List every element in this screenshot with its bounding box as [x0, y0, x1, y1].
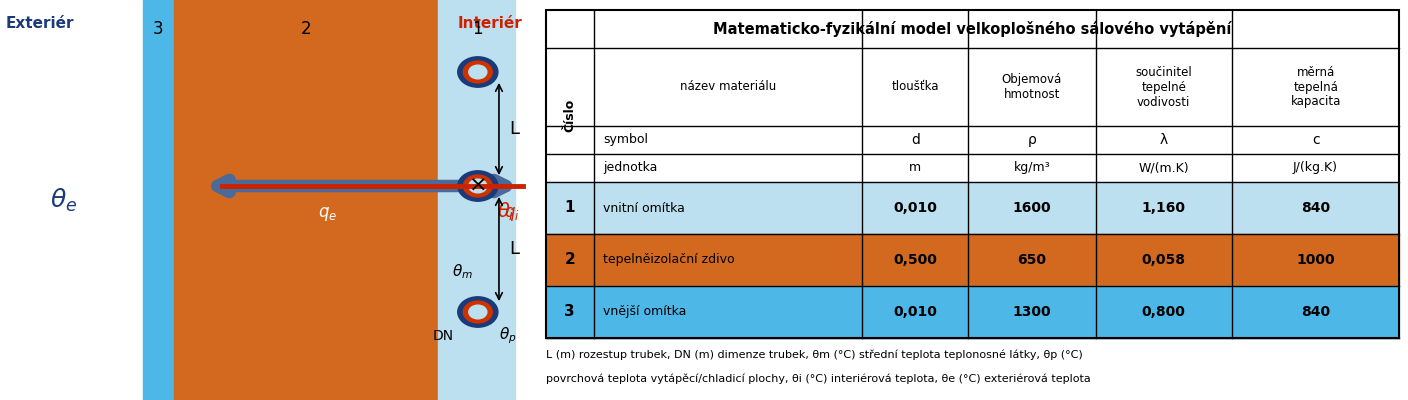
Text: vnitní omítka: vnitní omítka: [603, 202, 684, 214]
Bar: [546, 48, 1400, 182]
Text: L (m) rozestup trubek, DN (m) dimenze trubek, θm (°C) střední teplota teplonosné: L (m) rozestup trubek, DN (m) dimenze tr…: [546, 350, 1083, 360]
Circle shape: [469, 305, 487, 319]
Text: Exteriér: Exteriér: [6, 16, 73, 31]
Text: vnější omítka: vnější omítka: [603, 306, 686, 318]
Text: W/(m.K): W/(m.K): [1139, 162, 1190, 174]
Circle shape: [469, 65, 487, 79]
Text: jednotka: jednotka: [603, 162, 658, 174]
Circle shape: [463, 301, 493, 323]
Text: 0,500: 0,500: [893, 253, 938, 267]
Bar: [546, 10, 1400, 338]
Text: 0,058: 0,058: [1142, 253, 1186, 267]
Text: 650: 650: [1018, 253, 1046, 267]
Text: tepelněizolační zdivo: tepelněizolační zdivo: [603, 254, 735, 266]
Bar: [175, 0, 438, 400]
Text: $\theta_i$: $\theta_i$: [497, 201, 515, 223]
Text: 1000: 1000: [1297, 253, 1335, 267]
Text: 1300: 1300: [1012, 305, 1052, 319]
Text: 0,800: 0,800: [1142, 305, 1186, 319]
Text: $q_e$: $q_e$: [318, 205, 337, 223]
Circle shape: [458, 171, 498, 201]
Text: d: d: [911, 133, 919, 147]
Circle shape: [469, 179, 487, 193]
Text: ×: ×: [469, 176, 487, 196]
Text: 1,160: 1,160: [1142, 201, 1186, 215]
Text: $\theta_e$: $\theta_e$: [49, 186, 77, 214]
Text: $\theta_p$: $\theta_p$: [498, 326, 517, 346]
Text: 0,010: 0,010: [893, 305, 938, 319]
Text: Objemová
hmotnost: Objemová hmotnost: [1001, 73, 1062, 101]
Text: 840: 840: [1301, 201, 1331, 215]
Bar: [438, 0, 515, 400]
Text: $\theta_m$: $\theta_m$: [452, 263, 473, 281]
Text: symbol: symbol: [603, 134, 648, 146]
Text: DN: DN: [432, 329, 455, 343]
Bar: [142, 0, 175, 400]
Text: 840: 840: [1301, 305, 1331, 319]
Text: 3: 3: [153, 20, 163, 38]
Text: měrná
tepelná
kapacita: měrná tepelná kapacita: [1290, 66, 1340, 108]
Text: Číslo: Číslo: [563, 98, 576, 132]
Text: 2: 2: [565, 252, 576, 268]
Text: tloušťka: tloušťka: [891, 80, 939, 94]
Bar: [546, 182, 1400, 234]
Text: λ: λ: [1160, 133, 1167, 147]
Text: m: m: [910, 162, 921, 174]
Text: Matematicko-fyzikální model velkoplošného sálového vytápění: Matematicko-fyzikální model velkoplošnéh…: [714, 21, 1232, 37]
Circle shape: [463, 61, 493, 83]
Text: ρ: ρ: [1028, 133, 1036, 147]
Text: 1: 1: [473, 20, 483, 38]
Text: 1600: 1600: [1012, 201, 1052, 215]
Text: 0,010: 0,010: [893, 201, 938, 215]
Text: c: c: [1312, 133, 1319, 147]
Text: 1: 1: [565, 200, 574, 216]
Bar: [546, 234, 1400, 286]
Text: kg/m³: kg/m³: [1014, 162, 1050, 174]
Text: L: L: [510, 120, 520, 138]
Bar: [546, 10, 1400, 48]
Text: název materiálu: název materiálu: [680, 80, 776, 94]
Text: $q_i$: $q_i$: [504, 205, 520, 223]
Text: Interiér: Interiér: [458, 16, 522, 31]
Text: J/(kg.K): J/(kg.K): [1293, 162, 1338, 174]
Circle shape: [458, 57, 498, 87]
Text: 3: 3: [565, 304, 574, 320]
Text: povrchová teplota vytápěcí/chladicí plochy, θi (°C) interiérová teplota, θe (°C): povrchová teplota vytápěcí/chladicí ploc…: [546, 374, 1090, 384]
Circle shape: [458, 297, 498, 327]
Text: 2: 2: [301, 20, 311, 38]
Text: L: L: [510, 240, 520, 258]
Bar: [546, 286, 1400, 338]
Text: součinitel
tepelné
vodivosti: součinitel tepelné vodivosti: [1135, 66, 1193, 108]
Circle shape: [463, 175, 493, 197]
